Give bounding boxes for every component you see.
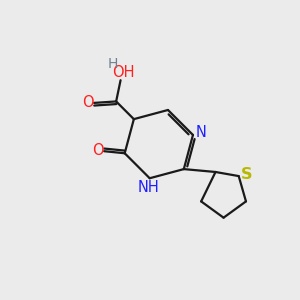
Text: O: O	[82, 95, 93, 110]
Text: N: N	[196, 125, 207, 140]
Text: H: H	[108, 57, 119, 71]
Text: NH: NH	[137, 180, 159, 195]
Text: O: O	[92, 143, 103, 158]
Text: S: S	[241, 167, 253, 182]
Text: OH: OH	[112, 65, 134, 80]
